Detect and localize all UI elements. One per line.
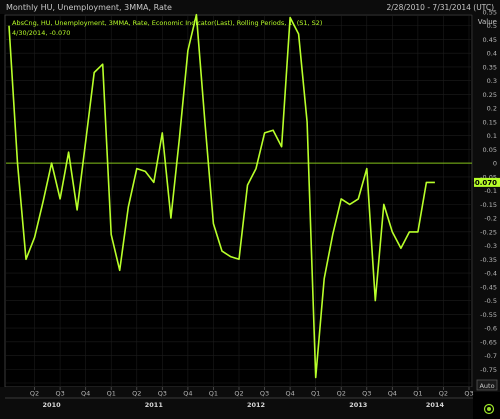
x-year-label: 2014	[426, 401, 445, 409]
y-tick-label: -0.5	[484, 297, 497, 305]
x-quarter-label: Q3	[158, 390, 167, 398]
y-tick-label: 0.4	[487, 50, 497, 58]
last-value-label: -0.070	[472, 179, 497, 187]
y-tick-label: -0.7	[484, 352, 497, 360]
x-quarter-label: Q2	[132, 390, 141, 398]
x-quarter-label: Q3	[464, 390, 473, 398]
x-quarter-label: Q1	[107, 390, 116, 398]
y-tick-label: 0.55	[483, 9, 497, 17]
y-tick-label: -0.4	[484, 270, 497, 278]
series-line	[8, 13, 435, 379]
x-quarter-label: Q2	[30, 390, 39, 398]
y-tick-label: 0.15	[483, 118, 497, 126]
y-tick-label: -0.2	[484, 215, 497, 223]
x-year-label: 2012	[247, 401, 265, 409]
auto-button-label: Auto	[479, 382, 494, 390]
y-tick-label: -0.6	[484, 325, 497, 333]
x-year-label: 2013	[349, 401, 367, 409]
x-quarter-label: Q1	[311, 390, 320, 398]
plot-area[interactable]	[4, 14, 473, 388]
y-tick-label: 0.2	[487, 105, 497, 113]
gridlines	[6, 16, 472, 386]
x-year-label: 2010	[43, 401, 62, 409]
y-tick-label: 0.05	[483, 146, 497, 154]
x-quarter-label: Q4	[285, 390, 294, 398]
y-tick-label: 0.35	[483, 63, 497, 71]
y-tick-label: 0.25	[483, 91, 497, 99]
y-tick-label: -0.35	[480, 256, 497, 264]
y-tick-label: -0.15	[480, 201, 497, 209]
settings-icon[interactable]	[483, 403, 495, 415]
x-quarter-label: Q2	[439, 390, 448, 398]
y-tick-label: -0.75	[480, 366, 497, 374]
legend-last-point: 4/30/2014, -0.070	[12, 29, 70, 37]
x-axis-ticks: Q2 Q3 Q4 Q1 Q2 Q3 Q4 Q1 Q2 Q3 Q4 Q1 Q2 Q3 Q4 Q1 Q2 Q3 2010…	[30, 387, 474, 409]
x-quarter-label: Q4	[183, 390, 192, 398]
date-range: 2/28/2010 - 7/31/2014 (UTC)	[387, 3, 495, 12]
auto-button[interactable]: Auto	[476, 379, 498, 391]
x-quarter-label: Q4	[81, 390, 90, 398]
y-tick-label: -0.45	[480, 283, 497, 291]
y-tick-label: 0.45	[483, 36, 497, 44]
y-tick-label: -0.25	[480, 228, 497, 236]
y-tick-label: -0.3	[484, 242, 497, 250]
y-tick-label: -0.65	[480, 338, 497, 346]
y-tick-label: -0.1	[484, 187, 497, 195]
x-quarter-label: Q2	[337, 390, 346, 398]
legend-series-label: AbsCng, HU, Unemployment, 3MMA, Rate, Ec…	[12, 19, 322, 27]
chart-title: Monthly HU, Unemployment, 3MMA, Rate	[6, 3, 172, 12]
value-axis-header: Value	[478, 18, 497, 26]
x-year-label: 2011	[145, 401, 164, 409]
y-tick-label: 0.5	[487, 22, 497, 30]
last-value-tag: -0.070	[472, 177, 500, 187]
y-tick-label: -0.05	[480, 173, 497, 181]
x-quarter-label: Q4	[388, 390, 397, 398]
x-quarter-label: Q1	[209, 390, 218, 398]
x-quarter-label: Q3	[55, 390, 64, 398]
y-tick-label: 0.1	[487, 132, 497, 140]
x-quarter-label: Q3	[362, 390, 371, 398]
x-quarter-label: Q3	[260, 390, 269, 398]
y-tick-label: 0	[493, 160, 497, 168]
x-quarter-label: Q1	[413, 390, 422, 398]
x-quarter-label: Q2	[234, 390, 243, 398]
y-tick-label: 0.3	[487, 77, 497, 85]
y-axis-ticks: 0.55 0.5 0.45 0.4 0.35 0.3 0.25 0.2 0.15 0.1 0.05 0…	[480, 9, 497, 388]
y-tick-label: -0.55	[480, 311, 497, 319]
